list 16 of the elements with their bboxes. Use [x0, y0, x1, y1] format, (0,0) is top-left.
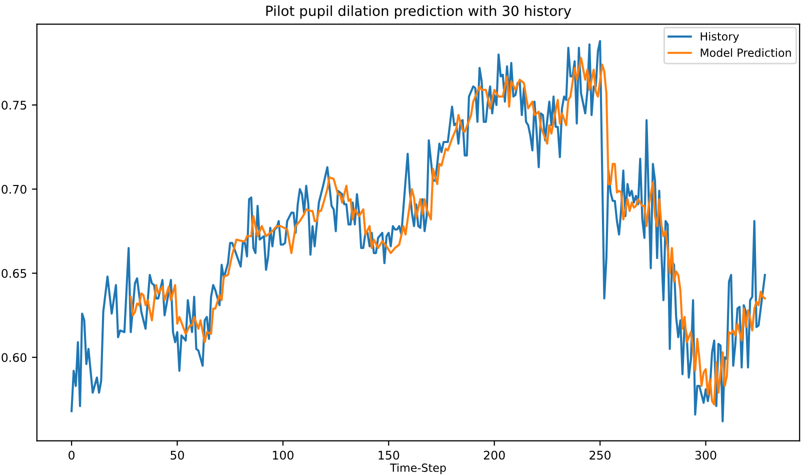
y-tick-label: 0.70 [2, 184, 26, 194]
y-tick-label: 0.75 [2, 100, 26, 110]
x-tick-label: 100 [272, 450, 294, 460]
x-tick-label: 250 [590, 450, 611, 460]
x-tick-label: 50 [170, 450, 184, 460]
x-axis-title: Time-Step [390, 463, 446, 474]
x-tick-label: 200 [484, 450, 505, 460]
y-tick-label: 0.60 [2, 353, 26, 362]
x-tick-label: 300 [695, 450, 716, 460]
legend-label: History [700, 32, 739, 43]
y-tick-label: 0.65 [2, 268, 26, 278]
x-tick-label: 0 [68, 450, 75, 460]
x-tick-label: 150 [378, 450, 400, 460]
chart-title: Pilot pupil dilation prediction with 30 history [266, 5, 572, 19]
legend-label: Model Prediction [700, 48, 791, 57]
line-series [130, 56, 766, 406]
